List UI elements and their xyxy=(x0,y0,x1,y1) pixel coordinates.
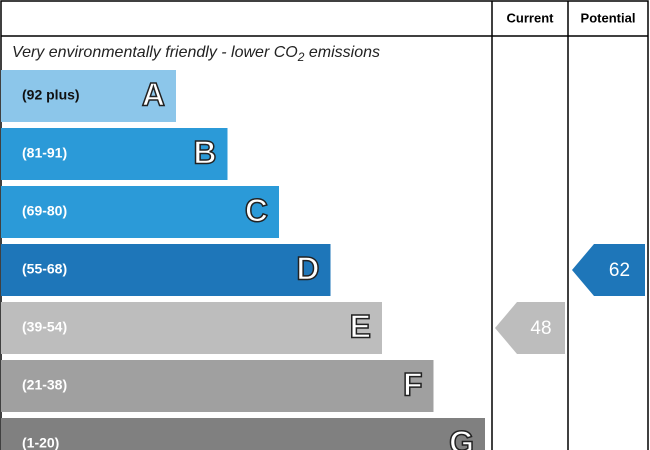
band xyxy=(1,186,279,238)
band-letter: F xyxy=(403,366,423,402)
band-letter: G xyxy=(449,424,474,450)
band-letter: C xyxy=(245,192,268,228)
subtitle-subscript: 2 xyxy=(297,50,305,64)
band-range: (39-54) xyxy=(22,319,67,335)
band xyxy=(1,418,485,450)
band-letter: B xyxy=(193,134,216,170)
header-current: Current xyxy=(507,10,555,25)
band-letter: A xyxy=(142,76,165,112)
band-range: (21-38) xyxy=(22,377,67,393)
subtitle-text: Very environmentally friendly - lower CO xyxy=(12,44,298,61)
rating-arrow xyxy=(572,244,645,296)
subtitle: Very environmentally friendly - lower CO… xyxy=(12,44,380,64)
rating-arrow xyxy=(495,302,565,354)
band xyxy=(1,128,228,180)
rating-value: 48 xyxy=(530,318,551,339)
band-range: (81-91) xyxy=(22,145,67,161)
band xyxy=(1,302,382,354)
band xyxy=(1,244,331,296)
band-letter: E xyxy=(350,308,371,344)
header-potential: Potential xyxy=(581,10,636,25)
band-range: (55-68) xyxy=(22,261,67,277)
rating-value: 62 xyxy=(609,260,630,281)
band xyxy=(1,70,176,122)
subtitle-text: emissions xyxy=(304,44,380,61)
band-range: (69-80) xyxy=(22,203,67,219)
band-range: (92 plus) xyxy=(22,87,80,103)
band xyxy=(1,360,434,412)
band-letter: D xyxy=(296,250,319,286)
band-range: (1-20) xyxy=(22,435,59,450)
